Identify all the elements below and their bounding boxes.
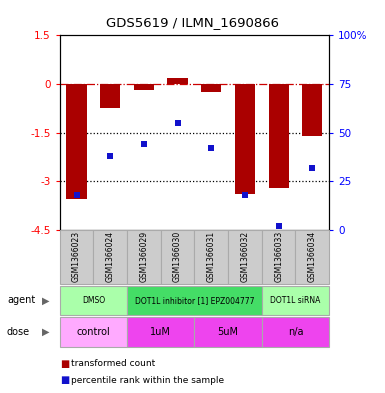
Bar [235, 84, 255, 194]
Bar [60, 286, 127, 315]
Bar [93, 230, 127, 284]
Bar [127, 230, 161, 284]
Point [276, 223, 282, 229]
Text: DMSO: DMSO [82, 296, 105, 305]
Point [242, 192, 248, 198]
Bar [296, 230, 329, 284]
Bar [60, 317, 127, 347]
Bar [262, 230, 296, 284]
Text: control: control [77, 327, 110, 337]
Text: GDS5619 / ILMN_1690866: GDS5619 / ILMN_1690866 [106, 16, 279, 29]
Point [174, 120, 181, 126]
Bar [228, 230, 262, 284]
Bar [161, 230, 194, 284]
Text: GSM1366032: GSM1366032 [241, 231, 249, 283]
Text: GSM1366024: GSM1366024 [106, 231, 115, 283]
Text: ▶: ▶ [42, 296, 49, 305]
Point [141, 141, 147, 147]
Text: n/a: n/a [288, 327, 303, 337]
Text: GSM1366030: GSM1366030 [173, 231, 182, 283]
Point [107, 153, 113, 159]
Text: transformed count: transformed count [71, 359, 156, 368]
Text: 5uM: 5uM [218, 327, 239, 337]
Text: agent: agent [7, 296, 35, 305]
Bar [127, 286, 262, 315]
Text: 1uM: 1uM [150, 327, 171, 337]
Text: GSM1366029: GSM1366029 [139, 231, 148, 283]
Bar [60, 230, 93, 284]
Text: percentile rank within the sample: percentile rank within the sample [71, 376, 224, 385]
Bar [194, 230, 228, 284]
Bar [262, 317, 329, 347]
Text: GSM1366031: GSM1366031 [207, 231, 216, 283]
Text: dose: dose [7, 327, 30, 337]
Bar [201, 84, 221, 92]
Text: GSM1366034: GSM1366034 [308, 231, 317, 283]
Bar [262, 286, 329, 315]
Bar [269, 84, 289, 188]
Bar [194, 317, 262, 347]
Text: ■: ■ [60, 375, 69, 386]
Text: DOT1L inhibitor [1] EPZ004777: DOT1L inhibitor [1] EPZ004777 [135, 296, 254, 305]
Bar [66, 84, 87, 199]
Bar [167, 79, 188, 84]
Point [309, 165, 315, 171]
Bar [302, 84, 323, 136]
Point [208, 145, 214, 151]
Bar [127, 317, 194, 347]
Point [74, 192, 80, 198]
Bar [100, 84, 120, 108]
Text: GSM1366023: GSM1366023 [72, 231, 81, 283]
Text: ■: ■ [60, 358, 69, 369]
Text: GSM1366033: GSM1366033 [274, 231, 283, 283]
Bar [134, 84, 154, 90]
Text: DOT1L siRNA: DOT1L siRNA [270, 296, 321, 305]
Text: ▶: ▶ [42, 327, 49, 337]
